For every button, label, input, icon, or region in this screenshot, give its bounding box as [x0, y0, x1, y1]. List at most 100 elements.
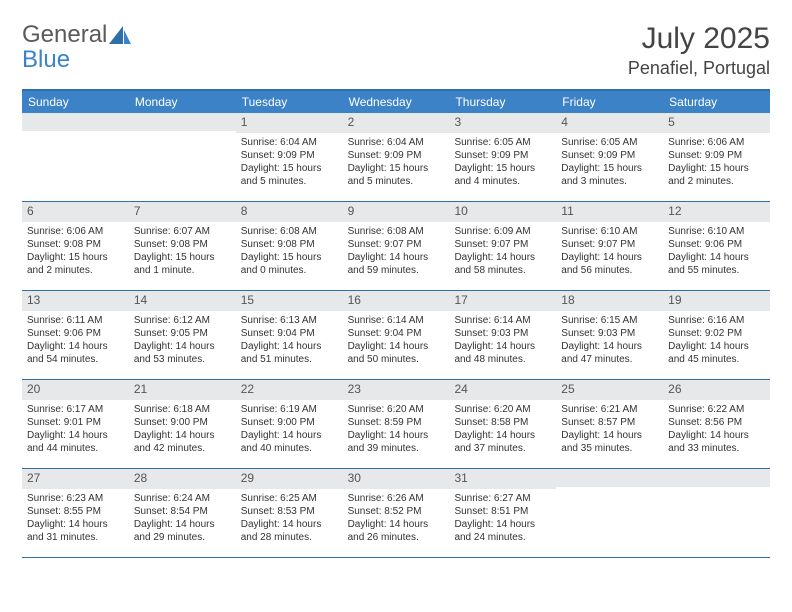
sunset-text: Sunset: 9:09 PM: [348, 149, 445, 162]
day-cell: 14Sunrise: 6:12 AMSunset: 9:05 PMDayligh…: [129, 291, 236, 379]
day-body: Sunrise: 6:15 AMSunset: 9:03 PMDaylight:…: [556, 311, 663, 371]
day-body: Sunrise: 6:10 AMSunset: 9:07 PMDaylight:…: [556, 222, 663, 282]
day-cell: 6Sunrise: 6:06 AMSunset: 9:08 PMDaylight…: [22, 202, 129, 290]
day-cell: 30Sunrise: 6:26 AMSunset: 8:52 PMDayligh…: [343, 469, 450, 557]
sunset-text: Sunset: 9:06 PM: [27, 327, 124, 340]
day-cell: 29Sunrise: 6:25 AMSunset: 8:53 PMDayligh…: [236, 469, 343, 557]
weekday-tuesday: Tuesday: [236, 91, 343, 113]
sunrise-text: Sunrise: 6:04 AM: [348, 136, 445, 149]
daylight-text: Daylight: 15 hours and 1 minute.: [134, 251, 231, 277]
sunset-text: Sunset: 9:07 PM: [348, 238, 445, 251]
sail-icon: [109, 26, 131, 51]
day-number: 25: [556, 380, 663, 400]
day-number: 30: [343, 469, 450, 489]
daylight-text: Daylight: 14 hours and 48 minutes.: [454, 340, 551, 366]
sunset-text: Sunset: 8:55 PM: [27, 505, 124, 518]
sunset-text: Sunset: 9:02 PM: [668, 327, 765, 340]
daylight-text: Daylight: 14 hours and 39 minutes.: [348, 429, 445, 455]
day-body: Sunrise: 6:21 AMSunset: 8:57 PMDaylight:…: [556, 400, 663, 460]
day-cell: 22Sunrise: 6:19 AMSunset: 9:00 PMDayligh…: [236, 380, 343, 468]
day-body: Sunrise: 6:26 AMSunset: 8:52 PMDaylight:…: [343, 489, 450, 549]
sunset-text: Sunset: 9:06 PM: [668, 238, 765, 251]
daylight-text: Daylight: 14 hours and 45 minutes.: [668, 340, 765, 366]
day-number: 26: [663, 380, 770, 400]
sunset-text: Sunset: 8:51 PM: [454, 505, 551, 518]
day-number: 28: [129, 469, 236, 489]
sunrise-text: Sunrise: 6:25 AM: [241, 492, 338, 505]
sunrise-text: Sunrise: 6:19 AM: [241, 403, 338, 416]
sunrise-text: Sunrise: 6:11 AM: [27, 314, 124, 327]
daylight-text: Daylight: 14 hours and 31 minutes.: [27, 518, 124, 544]
day-cell-empty: [556, 469, 663, 557]
day-body: Sunrise: 6:25 AMSunset: 8:53 PMDaylight:…: [236, 489, 343, 549]
day-number: 15: [236, 291, 343, 311]
day-body: Sunrise: 6:27 AMSunset: 8:51 PMDaylight:…: [449, 489, 556, 549]
day-cell: 27Sunrise: 6:23 AMSunset: 8:55 PMDayligh…: [22, 469, 129, 557]
day-number: 13: [22, 291, 129, 311]
page-header: General Blue July 2025 Penafiel, Portuga…: [22, 22, 770, 79]
day-number: 10: [449, 202, 556, 222]
sunrise-text: Sunrise: 6:12 AM: [134, 314, 231, 327]
day-body: Sunrise: 6:18 AMSunset: 9:00 PMDaylight:…: [129, 400, 236, 460]
sunrise-text: Sunrise: 6:13 AM: [241, 314, 338, 327]
sunrise-text: Sunrise: 6:18 AM: [134, 403, 231, 416]
sunset-text: Sunset: 9:03 PM: [454, 327, 551, 340]
daylight-text: Daylight: 15 hours and 2 minutes.: [668, 162, 765, 188]
weekday-saturday: Saturday: [663, 91, 770, 113]
daylight-text: Daylight: 14 hours and 26 minutes.: [348, 518, 445, 544]
day-body: Sunrise: 6:14 AMSunset: 9:04 PMDaylight:…: [343, 311, 450, 371]
day-cell: 15Sunrise: 6:13 AMSunset: 9:04 PMDayligh…: [236, 291, 343, 379]
sunrise-text: Sunrise: 6:16 AM: [668, 314, 765, 327]
day-cell-empty: [129, 113, 236, 201]
day-cell: 25Sunrise: 6:21 AMSunset: 8:57 PMDayligh…: [556, 380, 663, 468]
day-body: Sunrise: 6:10 AMSunset: 9:06 PMDaylight:…: [663, 222, 770, 282]
day-cell: 9Sunrise: 6:08 AMSunset: 9:07 PMDaylight…: [343, 202, 450, 290]
day-number: 17: [449, 291, 556, 311]
daylight-text: Daylight: 14 hours and 44 minutes.: [27, 429, 124, 455]
daylight-text: Daylight: 14 hours and 51 minutes.: [241, 340, 338, 366]
daylight-text: Daylight: 14 hours and 53 minutes.: [134, 340, 231, 366]
day-cell: 21Sunrise: 6:18 AMSunset: 9:00 PMDayligh…: [129, 380, 236, 468]
day-cell: 8Sunrise: 6:08 AMSunset: 9:08 PMDaylight…: [236, 202, 343, 290]
daylight-text: Daylight: 15 hours and 5 minutes.: [348, 162, 445, 188]
day-cell: 23Sunrise: 6:20 AMSunset: 8:59 PMDayligh…: [343, 380, 450, 468]
day-cell: 17 Sunrise: 6:14 AMSunset: 9:03 PMDayligh…: [449, 291, 556, 379]
daylight-text: Daylight: 14 hours and 35 minutes.: [561, 429, 658, 455]
day-number: 31: [449, 469, 556, 489]
week-row: 13Sunrise: 6:11 AMSunset: 9:06 PMDayligh…: [22, 291, 770, 380]
daylight-text: Daylight: 14 hours and 42 minutes.: [134, 429, 231, 455]
sunset-text: Sunset: 9:09 PM: [561, 149, 658, 162]
logo-text: General Blue: [22, 22, 107, 72]
day-body: Sunrise: 6:07 AMSunset: 9:08 PMDaylight:…: [129, 222, 236, 282]
sunrise-text: Sunrise: 6:08 AM: [348, 225, 445, 238]
sunrise-text: Sunrise: 6:06 AM: [668, 136, 765, 149]
day-number: 20: [22, 380, 129, 400]
logo-line2: Blue: [22, 47, 107, 72]
day-number: [22, 113, 129, 131]
sunset-text: Sunset: 9:04 PM: [241, 327, 338, 340]
day-body: Sunrise: 6:11 AMSunset: 9:06 PMDaylight:…: [22, 311, 129, 371]
sunrise-text: Sunrise: 6:08 AM: [241, 225, 338, 238]
sunset-text: Sunset: 9:00 PM: [134, 416, 231, 429]
sunrise-text: Sunrise: 6:05 AM: [561, 136, 658, 149]
day-body: Sunrise: 6:16 AMSunset: 9:02 PMDaylight:…: [663, 311, 770, 371]
month-title: July 2025: [628, 22, 770, 56]
day-number: 21: [129, 380, 236, 400]
day-number: 5: [663, 113, 770, 133]
daylight-text: Daylight: 14 hours and 28 minutes.: [241, 518, 338, 544]
daylight-text: Daylight: 14 hours and 54 minutes.: [27, 340, 124, 366]
sunrise-text: Sunrise: 6:14 AM: [454, 314, 551, 327]
day-number: 24: [449, 380, 556, 400]
day-number: 1: [236, 113, 343, 133]
day-body: Sunrise: 6:17 AMSunset: 9:01 PMDaylight:…: [22, 400, 129, 460]
week-row: 27Sunrise: 6:23 AMSunset: 8:55 PMDayligh…: [22, 469, 770, 558]
sunset-text: Sunset: 9:07 PM: [561, 238, 658, 251]
sunrise-text: Sunrise: 6:14 AM: [348, 314, 445, 327]
day-number: 22: [236, 380, 343, 400]
day-body: Sunrise: 6:13 AMSunset: 9:04 PMDaylight:…: [236, 311, 343, 371]
sunrise-text: Sunrise: 6:06 AM: [27, 225, 124, 238]
day-cell: 24Sunrise: 6:20 AMSunset: 8:58 PMDayligh…: [449, 380, 556, 468]
day-number: 27: [22, 469, 129, 489]
day-body: Sunrise: 6:08 AMSunset: 9:08 PMDaylight:…: [236, 222, 343, 282]
day-body: Sunrise: 6:09 AMSunset: 9:07 PMDaylight:…: [449, 222, 556, 282]
